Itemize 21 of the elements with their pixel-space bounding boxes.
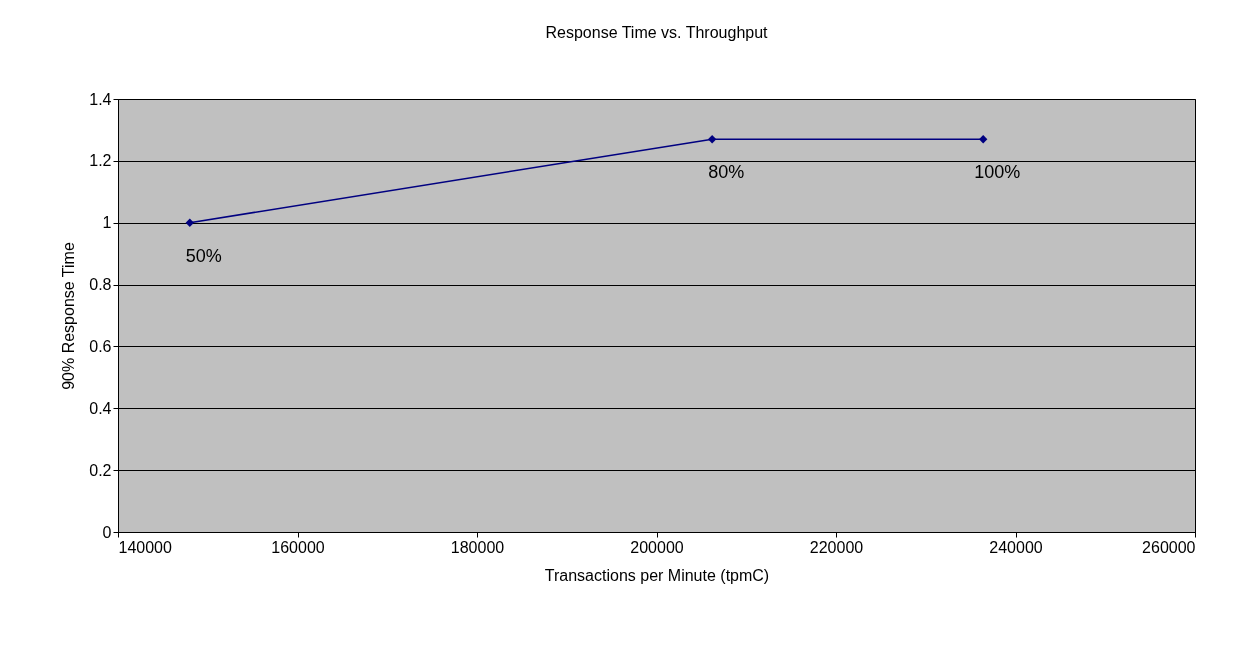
y-tick-label: 0.6 bbox=[89, 337, 112, 355]
y-tick-label: 1 bbox=[102, 214, 112, 232]
chart-title: Response Time vs. Throughput bbox=[545, 24, 769, 41]
x-tick-label: 140000 bbox=[118, 538, 172, 556]
y-tick-label: 0 bbox=[102, 523, 112, 541]
y-tick-label: 0.2 bbox=[89, 461, 112, 479]
annotation: 100% bbox=[974, 162, 1021, 183]
y-tick-label: 1.2 bbox=[89, 152, 112, 170]
x-tick-label: 180000 bbox=[450, 538, 505, 556]
x-tick-label: 220000 bbox=[809, 538, 864, 556]
annotation: 50% bbox=[185, 245, 222, 266]
y-axis-title: 90% Response Time bbox=[60, 242, 78, 390]
x-tick-label: 240000 bbox=[989, 538, 1043, 556]
y-tick-label: 1.4 bbox=[89, 90, 112, 108]
x-axis-title: Transactions per Minute (tpmC) bbox=[544, 566, 770, 584]
y-tick-label: 0.8 bbox=[89, 276, 112, 294]
annotation: 80% bbox=[708, 162, 745, 183]
x-tick-label: 160000 bbox=[271, 538, 325, 556]
x-tick-label: 260000 bbox=[1142, 538, 1196, 556]
x-tick-label: 200000 bbox=[630, 538, 684, 556]
y-tick-label: 0.4 bbox=[89, 399, 112, 417]
